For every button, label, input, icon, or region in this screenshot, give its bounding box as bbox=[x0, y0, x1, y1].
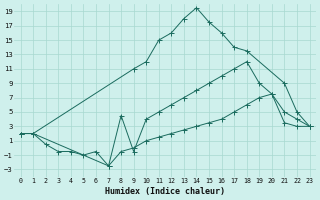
X-axis label: Humidex (Indice chaleur): Humidex (Indice chaleur) bbox=[105, 187, 225, 196]
